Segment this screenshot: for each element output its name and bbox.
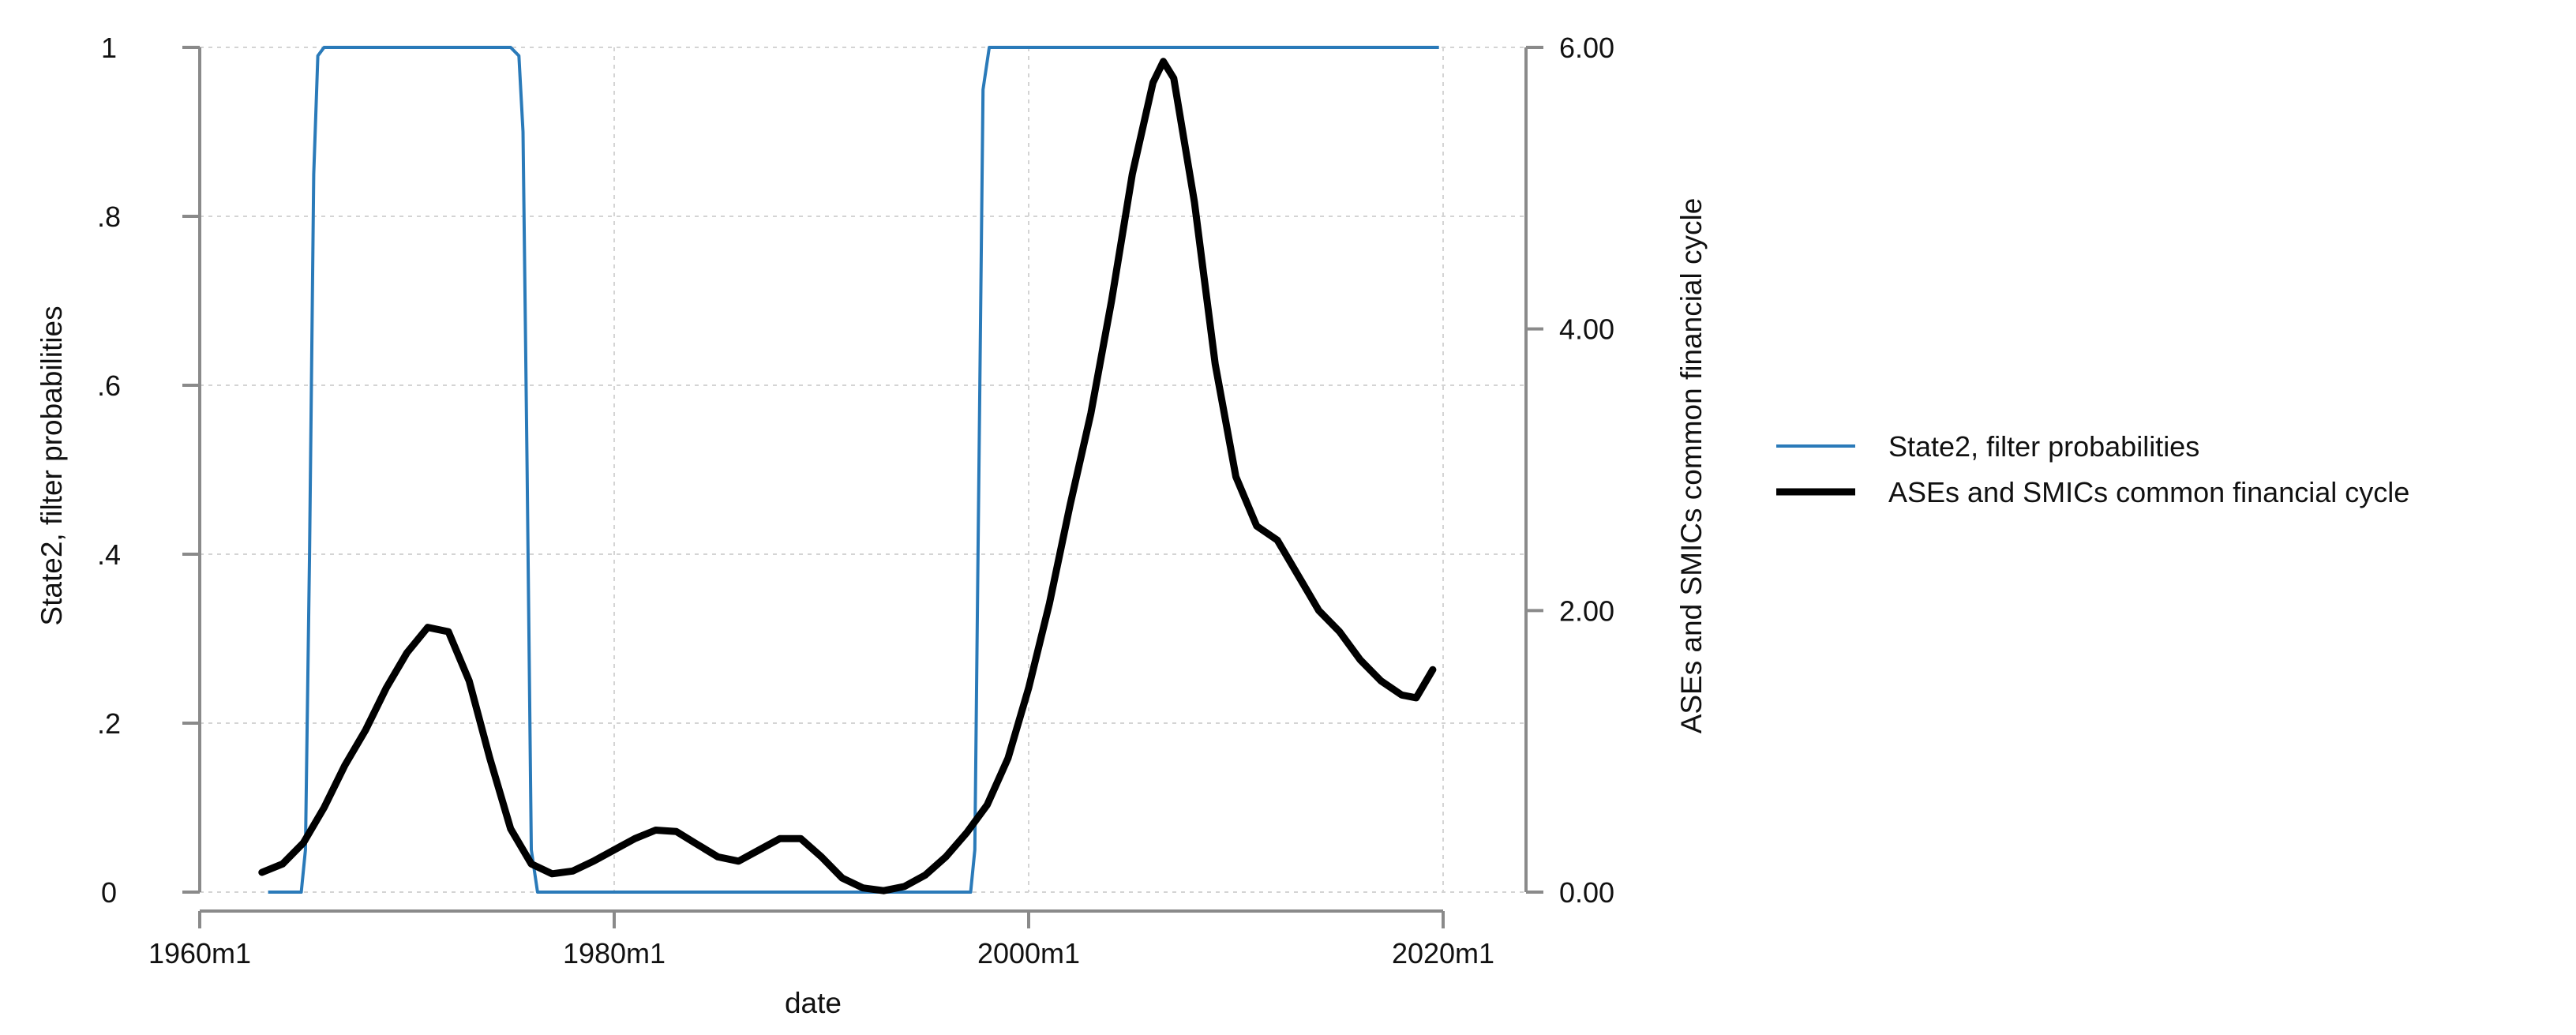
series-line-financial-cycle [258,58,1437,894]
y-tick-label: .4 [97,538,121,571]
x-axis-title: date [785,987,842,1019]
y2-tick-label: 4.00 [1559,313,1614,346]
y2-axis-title: ASEs and SMICs common financial cycle [1675,198,1708,734]
labels-layer: date State2, filter probabilities ASEs a… [36,198,1708,1019]
y-axis-title: State2, filter probabilities [36,306,68,625]
legend-label-state2: State2, filter probabilities [1888,430,2199,463]
y-tick-label: .8 [97,201,121,233]
legend: State2, filter probabilities ASEs and SM… [1776,430,2409,508]
y-tick-label: .2 [97,707,121,740]
y-tick-label: 1 [101,32,117,64]
grid-layer [199,47,1526,893]
y2-tick-label: 0.00 [1559,876,1614,909]
y-tick-label: .6 [97,369,121,402]
legend-label-financial-cycle: ASEs and SMICs common financial cycle [1888,476,2409,508]
x-tick-label: 2020m1 [1392,937,1494,969]
x-tick-label: 1980m1 [563,937,666,969]
series-layer [258,46,1439,894]
axes-layer: 0 .2 .4 .6 .8 1 1960m1 1980m1 2000m1 2020m1 0.00 2.… [97,32,1614,969]
y-tick-label: 0 [101,876,117,909]
y2-tick-label: 2.00 [1559,594,1614,627]
y2-tick-label: 6.00 [1559,32,1614,64]
x-tick-label: 1960m1 [148,937,251,969]
x-tick-label: 2000m1 [977,937,1080,969]
series-line-state2 [268,46,1439,894]
